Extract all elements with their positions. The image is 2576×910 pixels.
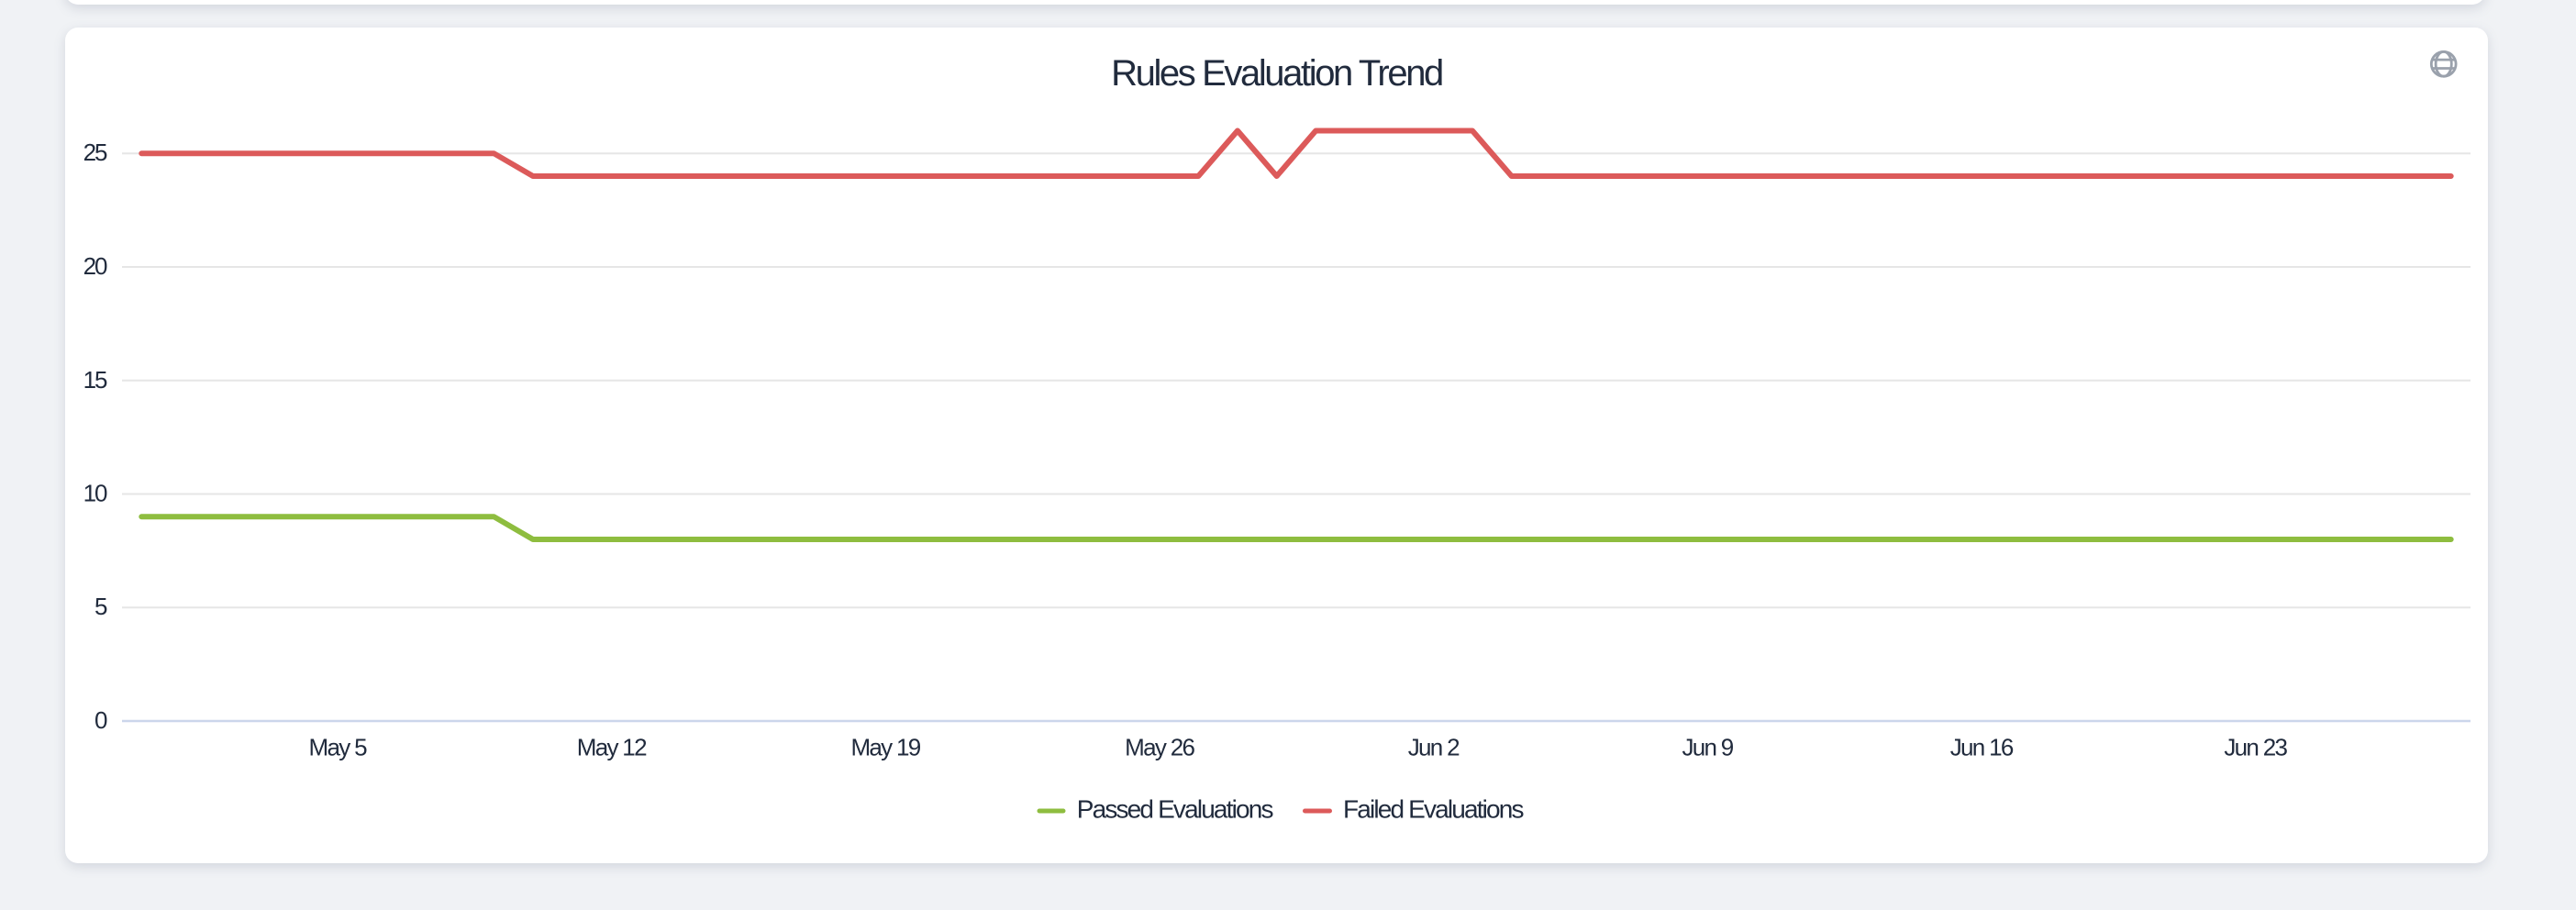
svg-text:15: 15 [83,366,107,394]
svg-text:Failed Evaluations: Failed Evaluations [1343,795,1524,824]
svg-text:Jun 23: Jun 23 [2224,733,2287,760]
svg-text:May 26: May 26 [1125,733,1194,760]
svg-text:May 19: May 19 [850,733,920,760]
svg-text:Jun 16: Jun 16 [1950,733,2014,760]
svg-text:25: 25 [83,139,107,166]
svg-text:0: 0 [94,706,107,734]
svg-text:May 12: May 12 [577,733,647,760]
svg-text:20: 20 [83,252,107,280]
svg-text:5: 5 [94,593,107,620]
svg-text:May 5: May 5 [309,733,368,760]
svg-text:Jun 2: Jun 2 [1408,733,1460,760]
svg-text:10: 10 [83,480,107,507]
svg-text:Rules Evaluation Trend: Rules Evaluation Trend [1111,53,1442,94]
svg-text:Passed Evaluations: Passed Evaluations [1077,795,1273,824]
svg-text:Jun 9: Jun 9 [1682,733,1733,760]
